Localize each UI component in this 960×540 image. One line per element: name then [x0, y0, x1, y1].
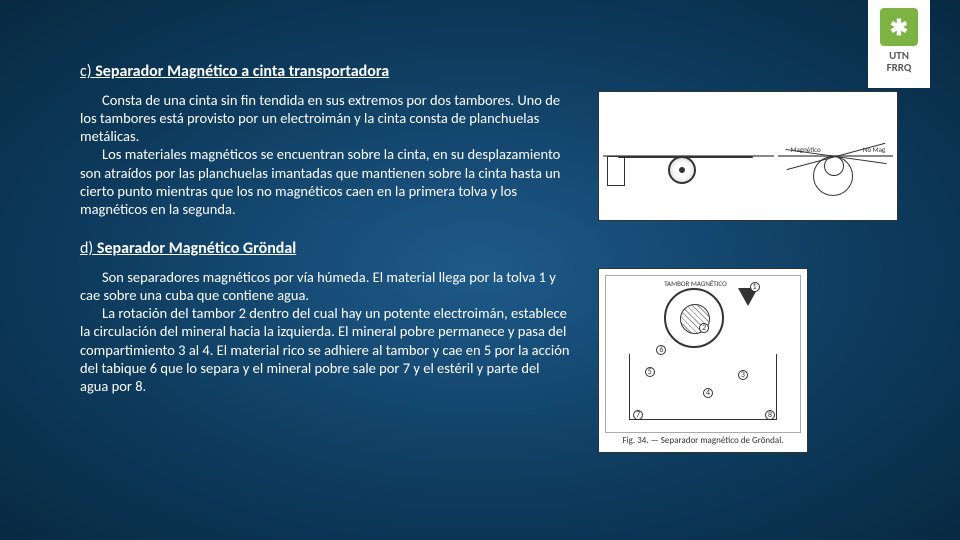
tambor-label: TAMBOR MAGNÉTICO — [664, 279, 727, 288]
para-d1: Son separadores magnéticos por vía húmed… — [80, 268, 570, 304]
text-d: Son separadores magnéticos por vía húmed… — [80, 268, 570, 395]
hopper-icon — [607, 156, 625, 186]
num-1: 1 — [750, 282, 760, 292]
drum-icon — [668, 156, 696, 184]
cuba-icon — [629, 354, 776, 420]
heading-d-prefix: d) — [80, 239, 97, 258]
num-3: 3 — [738, 370, 748, 380]
brand-line1: UTN — [889, 49, 909, 62]
para-d2: La rotación del tambor 2 dentro del cual… — [80, 304, 570, 395]
num-5: 5 — [645, 367, 655, 377]
brand-line2: FRRQ — [887, 61, 912, 74]
brand-text: UTN FRRQ — [887, 50, 912, 74]
brand-tab: ✱ UTN FRRQ — [868, 0, 930, 88]
heading-d-title: Separador Magnético Gröndal — [97, 239, 296, 258]
row-c: Consta de una cinta sin fin tendida en s… — [80, 91, 920, 221]
para-c2: Los materiales magnéticos se encuentran … — [80, 145, 570, 218]
fig-c-label-b: No Mag — [863, 145, 885, 154]
heading-c: c) Separador Magnético a cinta transport… — [80, 62, 920, 81]
figure-c: Magnético No Mag — [598, 91, 898, 221]
heading-c-title: Separador Magnético a cinta transportado… — [95, 62, 389, 81]
brand-logo-icon: ✱ — [880, 8, 918, 46]
heading-d: d) Separador Magnético Gröndal — [80, 239, 920, 258]
figure-d-caption: Fig. 34. — Separador magnético de Grönda… — [622, 436, 783, 446]
figure-d: TAMBOR MAGNÉTICO 1 2 3 4 5 6 7 8 Fig. 34… — [598, 268, 808, 453]
para-c1: Consta de una cinta sin fin tendida en s… — [80, 91, 570, 145]
figure-c-left — [603, 155, 774, 157]
figure-c-right: Magnético No Mag — [778, 155, 893, 157]
figure-d-drawing: TAMBOR MAGNÉTICO 1 2 3 4 5 6 7 8 — [605, 275, 801, 433]
fig-c-label-a: Magnético — [790, 145, 820, 154]
row-d: Son separadores magnéticos por vía húmed… — [80, 268, 920, 453]
heading-c-prefix: c) — [80, 62, 95, 81]
text-c: Consta de una cinta sin fin tendida en s… — [80, 91, 570, 218]
slide-content: c) Separador Magnético a cinta transport… — [0, 0, 960, 491]
num-2: 2 — [699, 323, 709, 333]
